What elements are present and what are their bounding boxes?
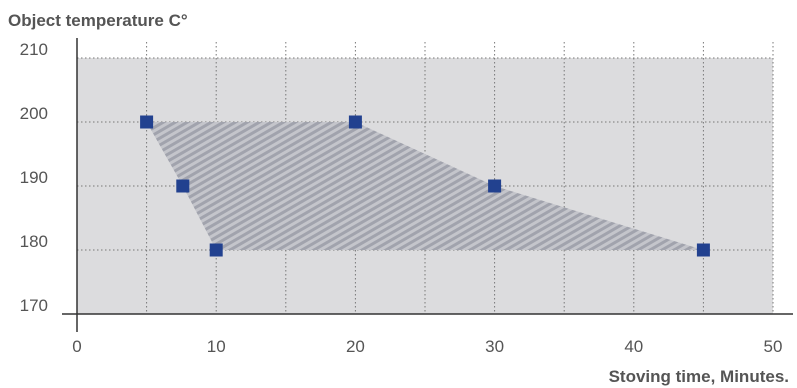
y-tick-label: 190 [20,168,48,187]
data-point-marker [348,115,362,129]
x-tick-label: 10 [207,337,226,356]
x-tick-label: 30 [485,337,504,356]
y-tick-label: 170 [20,296,48,315]
data-markers [140,115,710,257]
axes [62,38,793,332]
tick-labels: 0 10 20 30 40 50 170 180 190 200 210 [20,40,783,356]
x-axis-label: Stoving time, Minutes. [609,367,789,386]
data-point-marker [140,115,154,129]
x-tick-label: 40 [624,337,643,356]
y-tick-label: 180 [20,232,48,251]
data-point-marker [209,243,223,257]
data-point-marker [176,179,190,193]
x-tick-label: 0 [72,337,81,356]
data-point-marker [696,243,710,257]
y-tick-label: 210 [20,40,48,59]
hatched-region [146,122,704,250]
y-axis-label: Object temperature C° [8,11,188,30]
x-tick-label: 50 [764,337,783,356]
x-tick-label: 20 [346,337,365,356]
data-point-marker [488,179,502,193]
y-tick-label: 200 [20,104,48,123]
